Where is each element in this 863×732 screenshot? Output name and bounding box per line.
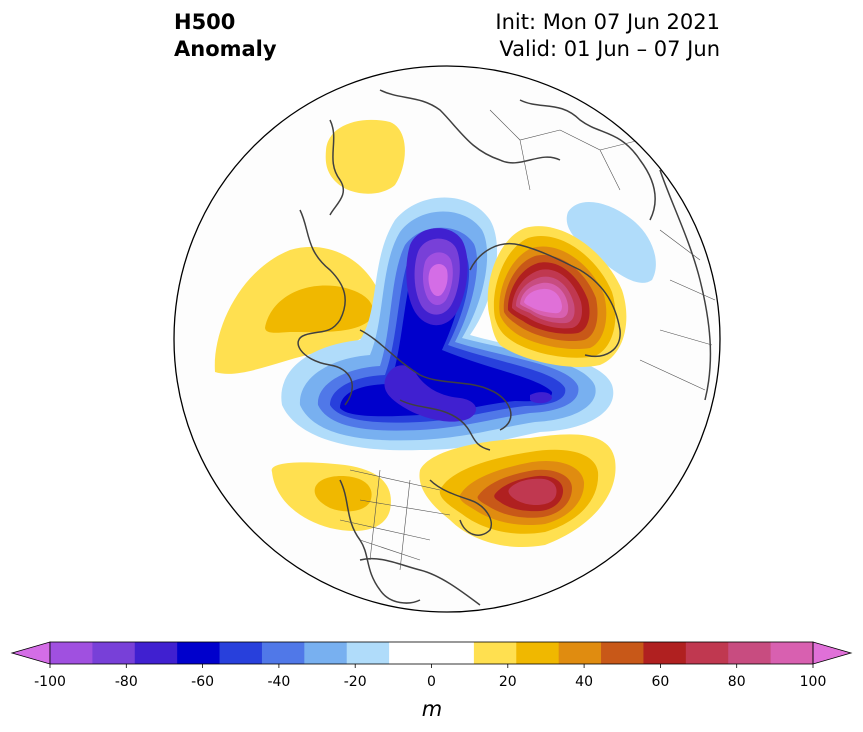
colorbar-tick-label: 0 xyxy=(427,674,436,690)
colorbar-tick-label: -20 xyxy=(344,674,367,690)
colorbar-tick-label: 60 xyxy=(651,674,669,690)
colorbar: -100 -80 -60 -40 -20 0 20 40 60 80 100 m xyxy=(10,641,853,721)
colorbar-cell xyxy=(431,642,475,664)
colorbar-tick-label: -80 xyxy=(115,674,138,690)
colorbar-cell xyxy=(304,642,348,664)
country-borders xyxy=(339,109,716,571)
anomaly-low-arctic xyxy=(406,228,468,326)
colorbar-tick-label: -100 xyxy=(34,674,66,690)
colorbar-cell xyxy=(219,642,263,664)
colorbar-cell xyxy=(346,642,390,664)
map-timestamps: Init: Mon 07 Jun 2021 Valid: 01 Jun – 07… xyxy=(495,9,720,63)
valid-range: Valid: 01 Jun – 07 Jun xyxy=(499,37,720,61)
colorbar-extend-min xyxy=(10,641,51,665)
colorbar-cell xyxy=(134,642,178,664)
colorbar-cell xyxy=(50,642,93,664)
colorbar-cell xyxy=(473,642,517,664)
anomaly-high-asia xyxy=(325,119,405,194)
coastlines xyxy=(297,89,712,606)
colorbar-cell xyxy=(92,642,136,664)
colorbar-cell xyxy=(389,642,432,664)
colorbar-cell xyxy=(558,642,602,664)
field-kind: Anomaly xyxy=(174,37,277,61)
colorbar-cell xyxy=(177,642,221,664)
anomaly-high-atlantic xyxy=(419,434,616,548)
colorbar-cell xyxy=(770,642,814,664)
anomaly-high-pacific xyxy=(214,246,383,374)
colorbar-cell xyxy=(685,642,729,664)
anomaly-low-canada xyxy=(281,197,614,451)
colorbar-cell xyxy=(601,642,644,664)
colorbar-tick-label: 40 xyxy=(575,674,593,690)
colorbar-tick-label: -60 xyxy=(191,674,214,690)
colorbar-tick-label: 100 xyxy=(800,674,827,690)
field-name: H500 xyxy=(174,10,236,34)
anomaly-high-alaska-sea xyxy=(271,462,391,531)
polar-map xyxy=(173,65,721,613)
colorbar-cell xyxy=(261,642,305,664)
colorbar-tick-label: -40 xyxy=(267,674,290,690)
colorbar-tick-label: 80 xyxy=(728,674,746,690)
colorbar-ticks: -100 -80 -60 -40 -20 0 20 40 60 80 100 xyxy=(34,664,826,690)
anomaly-low-siberia xyxy=(566,201,656,283)
colorbar-extend-max xyxy=(812,641,853,665)
colorbar-unit: m xyxy=(422,697,442,721)
colorbar-cell xyxy=(516,642,560,664)
colorbar-cells xyxy=(10,641,853,665)
colorbar-cell xyxy=(643,642,687,664)
globe-boundary xyxy=(173,65,721,613)
init-time: Init: Mon 07 Jun 2021 xyxy=(495,10,720,34)
colorbar-tick-label: 20 xyxy=(499,674,517,690)
colorbar-cell xyxy=(728,642,772,664)
anomaly-high-eurasia xyxy=(487,226,627,368)
map-title: H500 Anomaly xyxy=(174,9,277,63)
